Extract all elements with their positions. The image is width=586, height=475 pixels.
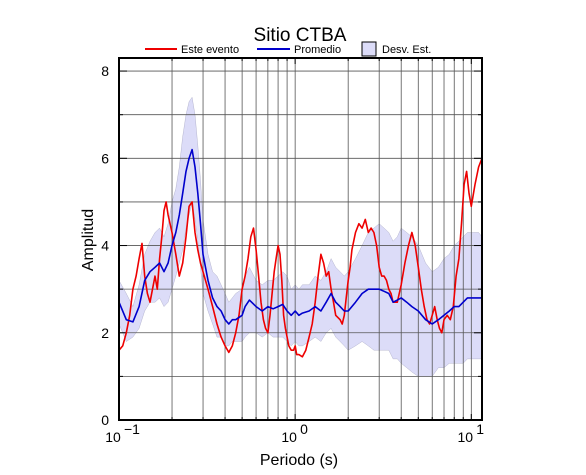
legend: Este evento Promedio Desv. Est.	[145, 41, 431, 57]
std-band	[119, 97, 482, 377]
legend-mean-label: Promedio	[294, 44, 341, 56]
legend-event-label: Este evento	[181, 44, 239, 56]
x-tick-label-exponent: −1	[124, 421, 140, 437]
y-axis-title: Amplitud	[80, 209, 97, 271]
x-tick-label: 10	[458, 429, 474, 445]
chart-title: Sitio CTBA	[254, 25, 347, 46]
y-tick-label: 6	[101, 150, 109, 166]
y-tick-label: 8	[101, 63, 109, 79]
event-series-line	[118, 158, 483, 358]
plot-frame	[118, 57, 483, 421]
x-axis-title: Periodo (s)	[260, 452, 338, 469]
y-tick-label: 0	[101, 412, 109, 428]
y-tick-label: 4	[101, 238, 109, 254]
legend-std-swatch	[361, 41, 377, 57]
y-tick-label: 2	[101, 325, 109, 341]
x-tick-label-exponent: 0	[300, 421, 308, 437]
x-tick-label-exponent: 1	[476, 421, 484, 437]
x-tick-label: 10	[281, 429, 297, 445]
legend-std-label: Desv. Est.	[382, 44, 431, 56]
mean-series-line	[118, 148, 482, 325]
x-tick-label: 10	[105, 429, 121, 445]
